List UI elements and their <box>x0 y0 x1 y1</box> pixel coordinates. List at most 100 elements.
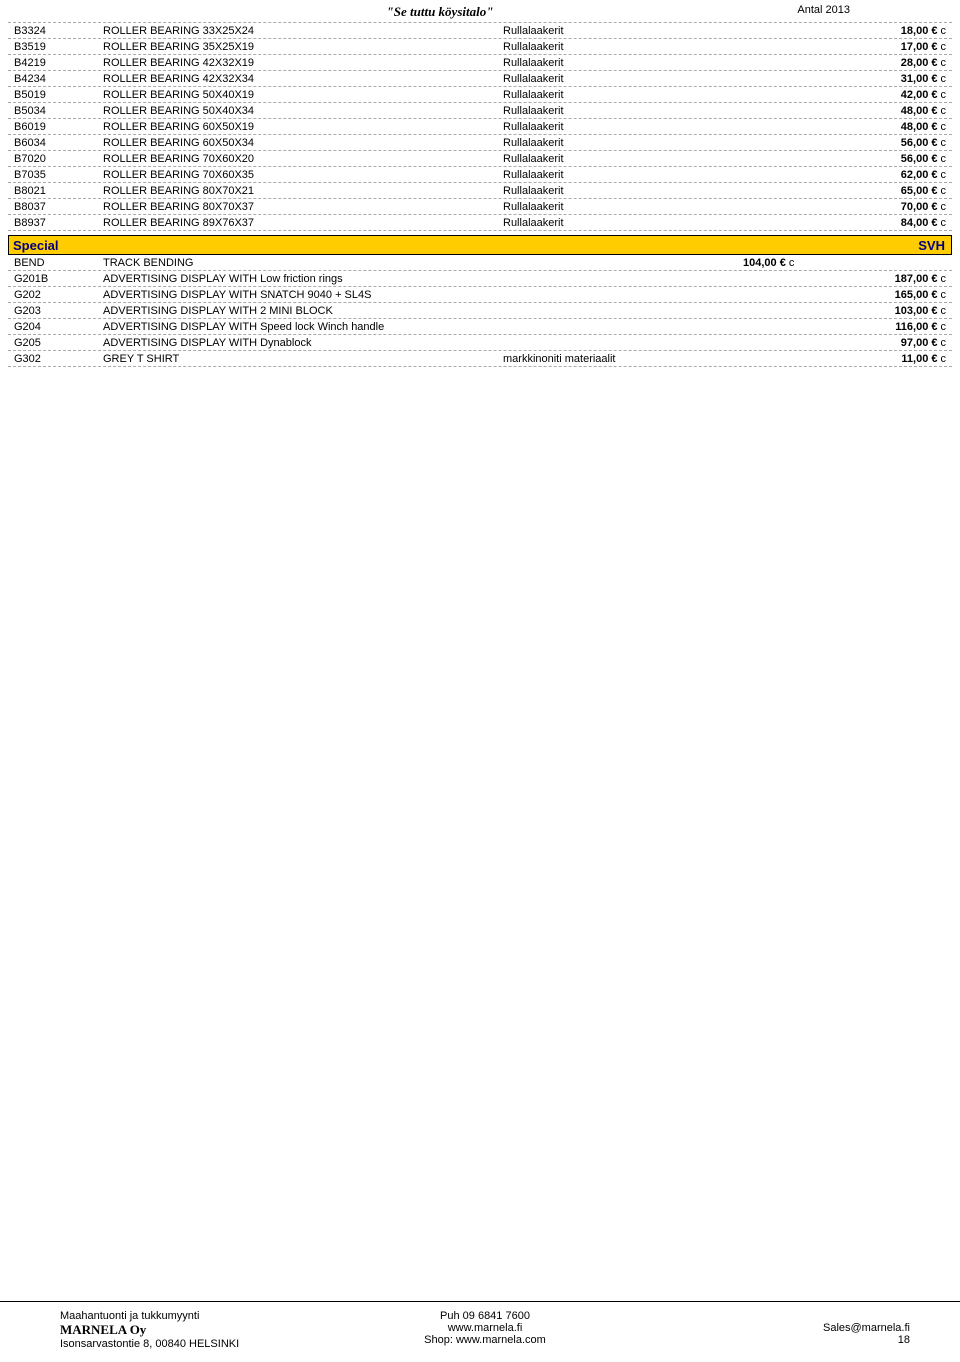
cell-category: Rullalaakerit <box>503 87 743 102</box>
cell-desc: ADVERTISING DISPLAY WITH Dynablock <box>103 335 503 350</box>
cell-price: 65,00 € c <box>743 183 952 198</box>
cell-category: Rullalaakerit <box>503 135 743 150</box>
cell-desc: ROLLER BEARING 80X70X21 <box>103 183 503 198</box>
cell-desc: TRACK BENDING <box>103 255 743 270</box>
table-row: B8937ROLLER BEARING 89X76X37Rullalaakeri… <box>8 215 952 231</box>
section-right: SVH <box>918 236 951 254</box>
cell-category: Rullalaakerit <box>503 55 743 70</box>
cell-category <box>503 335 743 350</box>
table-row: B8037ROLLER BEARING 80X70X37Rullalaakeri… <box>8 199 952 215</box>
cell-desc: ROLLER BEARING 42X32X34 <box>103 71 503 86</box>
bearings-table: B3324ROLLER BEARING 33X25X24Rullalaakeri… <box>0 23 960 231</box>
cell-desc: ROLLER BEARING 80X70X37 <box>103 199 503 214</box>
cell-code: G302 <box>8 351 103 366</box>
cell-price: 116,00 € c <box>743 319 952 334</box>
footer-left1: Maahantuonti ja tukkumyynti <box>60 1310 343 1322</box>
section-title: Special <box>9 236 918 254</box>
cell-category: Rullalaakerit <box>503 71 743 86</box>
cell-category: Rullalaakerit <box>503 199 743 214</box>
cell-code: G204 <box>8 319 103 334</box>
cell-price: 70,00 € c <box>743 199 952 214</box>
cell-desc: ROLLER BEARING 89X76X37 <box>103 215 503 230</box>
cell-category <box>503 303 743 318</box>
cell-price: 62,00 € c <box>743 167 952 182</box>
table-row: B3324ROLLER BEARING 33X25X24Rullalaakeri… <box>8 23 952 39</box>
table-row: G202ADVERTISING DISPLAY WITH SNATCH 9040… <box>8 287 952 303</box>
footer-right2: 18 <box>627 1334 910 1346</box>
footer-left: Maahantuonti ja tukkumyynti MARNELA Oy I… <box>60 1310 343 1350</box>
footer-center: Puh 09 6841 7600 www.marnela.fi Shop: ww… <box>343 1310 626 1350</box>
cell-price: 56,00 € c <box>743 151 952 166</box>
cell-code: B4234 <box>8 71 103 86</box>
footer-center3: Shop: www.marnela.com <box>343 1334 626 1346</box>
table-row: G204ADVERTISING DISPLAY WITH Speed lock … <box>8 319 952 335</box>
header-left <box>30 4 303 20</box>
page-footer: Maahantuonti ja tukkumyynti MARNELA Oy I… <box>0 1301 960 1362</box>
cell-desc: ROLLER BEARING 42X32X19 <box>103 55 503 70</box>
cell-category: Rullalaakerit <box>503 103 743 118</box>
table-row: B4219ROLLER BEARING 42X32X19Rullalaakeri… <box>8 55 952 71</box>
cell-category: markkinoniti materiaalit <box>503 351 743 366</box>
footer-right1: Sales@marnela.fi <box>627 1322 910 1334</box>
cell-category: Rullalaakerit <box>503 183 743 198</box>
cell-price: 11,00 € c <box>743 351 952 366</box>
cell-price: 84,00 € c <box>743 215 952 230</box>
cell-desc: ROLLER BEARING 35X25X19 <box>103 39 503 54</box>
table-row: B6034ROLLER BEARING 60X50X34Rullalaakeri… <box>8 135 952 151</box>
cell-price: 165,00 € c <box>743 287 952 302</box>
cell-category <box>503 287 743 302</box>
cell-category: Rullalaakerit <box>503 39 743 54</box>
cell-code: B7035 <box>8 167 103 182</box>
cell-code: B3324 <box>8 23 103 38</box>
table-row: B3519ROLLER BEARING 35X25X19Rullalaakeri… <box>8 39 952 55</box>
cell-desc: ROLLER BEARING 60X50X19 <box>103 119 503 134</box>
page-header: "Se tuttu köysitalo" Antal 2013 <box>0 0 960 22</box>
cell-price: 17,00 € c <box>743 39 952 54</box>
cell-code: B6019 <box>8 119 103 134</box>
footer-brand: MARNELA Oy <box>60 1322 343 1338</box>
special-rows: BENDTRACK BENDING104,00 € cG201BADVERTIS… <box>8 255 952 367</box>
cell-desc: ROLLER BEARING 60X50X34 <box>103 135 503 150</box>
cell-category: Rullalaakerit <box>503 215 743 230</box>
cell-code: B5034 <box>8 103 103 118</box>
cell-category <box>503 271 743 286</box>
cell-code: G203 <box>8 303 103 318</box>
cell-desc: ROLLER BEARING 33X25X24 <box>103 23 503 38</box>
cell-code: G201B <box>8 271 103 286</box>
cell-category: Rullalaakerit <box>503 151 743 166</box>
cell-desc: ADVERTISING DISPLAY WITH SNATCH 9040 + S… <box>103 287 503 302</box>
cell-code: B6034 <box>8 135 103 150</box>
cell-price: 42,00 € c <box>743 87 952 102</box>
cell-code: B5019 <box>8 87 103 102</box>
table-row: B7035ROLLER BEARING 70X60X35Rullalaakeri… <box>8 167 952 183</box>
cell-code: G202 <box>8 287 103 302</box>
cell-desc: ROLLER BEARING 50X40X34 <box>103 103 503 118</box>
cell-price: 104,00 € c <box>743 255 952 270</box>
table-row: B6019ROLLER BEARING 60X50X19Rullalaakeri… <box>8 119 952 135</box>
table-row: B5034ROLLER BEARING 50X40X34Rullalaakeri… <box>8 103 952 119</box>
cell-price: 187,00 € c <box>743 271 952 286</box>
cell-price: 28,00 € c <box>743 55 952 70</box>
footer-right: Sales@marnela.fi 18 <box>627 1310 930 1350</box>
footer-left3: Isonsarvastontie 8, 00840 HELSINKI <box>60 1338 343 1350</box>
table-row: B4234ROLLER BEARING 42X32X34Rullalaakeri… <box>8 71 952 87</box>
footer-center1: Puh 09 6841 7600 <box>343 1310 626 1322</box>
cell-price: 48,00 € c <box>743 103 952 118</box>
cell-price: 31,00 € c <box>743 71 952 86</box>
cell-category: Rullalaakerit <box>503 119 743 134</box>
cell-code: BEND <box>8 255 103 270</box>
cell-category: Rullalaakerit <box>503 23 743 38</box>
special-table: Special SVH BENDTRACK BENDING104,00 € c G… <box>0 235 960 367</box>
cell-desc: ADVERTISING DISPLAY WITH 2 MINI BLOCK <box>103 303 503 318</box>
cell-price: 103,00 € c <box>743 303 952 318</box>
cell-code: B8021 <box>8 183 103 198</box>
footer-center2: www.marnela.fi <box>343 1322 626 1334</box>
table-row: G302GREY T SHIRTmarkkinoniti materiaalit… <box>8 351 952 367</box>
cell-desc: ADVERTISING DISPLAY WITH Speed lock Winc… <box>103 319 503 334</box>
cell-desc: ROLLER BEARING 70X60X20 <box>103 151 503 166</box>
cell-desc: GREY T SHIRT <box>103 351 503 366</box>
cell-code: B8937 <box>8 215 103 230</box>
cell-code: B4219 <box>8 55 103 70</box>
cell-code: B3519 <box>8 39 103 54</box>
table-row: B5019ROLLER BEARING 50X40X19Rullalaakeri… <box>8 87 952 103</box>
